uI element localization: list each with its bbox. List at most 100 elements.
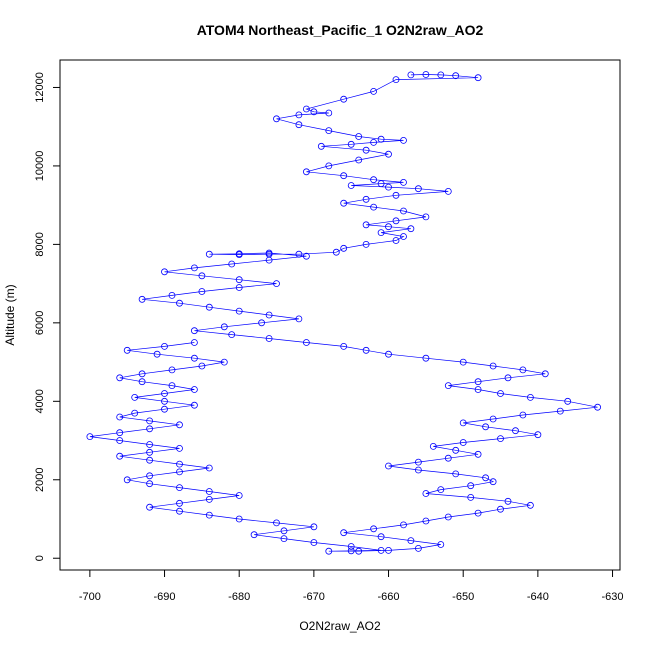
data-series bbox=[86, 71, 601, 555]
data-point bbox=[340, 342, 348, 350]
data-point bbox=[146, 472, 154, 480]
data-point bbox=[482, 474, 490, 482]
data-point bbox=[116, 413, 124, 421]
data-point bbox=[228, 331, 236, 339]
data-point bbox=[370, 138, 378, 146]
y-axis: 0 2000 4000 6000 8000 10000 12000 bbox=[34, 72, 61, 561]
data-point bbox=[220, 358, 228, 366]
data-point bbox=[414, 545, 422, 552]
data-point bbox=[265, 335, 273, 342]
data-point bbox=[467, 493, 475, 501]
data-point bbox=[205, 250, 213, 258]
data-point bbox=[302, 252, 310, 260]
data-point bbox=[146, 448, 154, 456]
data-point bbox=[280, 527, 288, 535]
data-point bbox=[347, 543, 355, 550]
data-point bbox=[131, 393, 139, 401]
data-point bbox=[205, 511, 213, 519]
x-axis: -700 -690 -680 -670 -660 -650 -640 -630 bbox=[79, 569, 624, 603]
data-point bbox=[422, 490, 430, 497]
data-point bbox=[497, 435, 504, 443]
data-point bbox=[161, 390, 168, 397]
data-point bbox=[161, 405, 168, 413]
data-point bbox=[190, 354, 198, 362]
data-point bbox=[176, 468, 183, 476]
data-point bbox=[355, 156, 363, 164]
y-tick-label: 8000 bbox=[34, 232, 46, 256]
data-point bbox=[422, 517, 430, 525]
data-point bbox=[370, 88, 378, 95]
data-point bbox=[489, 362, 497, 370]
data-point bbox=[265, 256, 273, 264]
data-point bbox=[437, 71, 445, 79]
data-point bbox=[146, 456, 154, 464]
data-point bbox=[190, 386, 198, 393]
data-point bbox=[235, 276, 243, 284]
data-point bbox=[497, 505, 504, 513]
data-point bbox=[474, 450, 482, 458]
data-point bbox=[541, 370, 549, 378]
x-tick-label: -690 bbox=[154, 591, 176, 603]
data-point bbox=[385, 223, 392, 231]
data-point bbox=[377, 229, 385, 237]
x-tick-label: -640 bbox=[527, 591, 549, 603]
data-point bbox=[116, 437, 124, 444]
data-point bbox=[512, 427, 519, 435]
data-point bbox=[355, 133, 363, 140]
data-point bbox=[205, 495, 213, 503]
data-point bbox=[340, 95, 348, 103]
data-point bbox=[116, 429, 124, 437]
data-point bbox=[168, 291, 176, 299]
data-point bbox=[527, 393, 534, 401]
data-point bbox=[258, 319, 266, 327]
data-point bbox=[452, 72, 460, 80]
data-point bbox=[362, 146, 370, 154]
data-point bbox=[205, 464, 213, 472]
data-point bbox=[123, 476, 131, 484]
data-point bbox=[198, 272, 206, 280]
data-point bbox=[138, 370, 146, 378]
data-point bbox=[362, 240, 370, 248]
data-point bbox=[400, 136, 407, 144]
x-tick-label: -660 bbox=[378, 591, 400, 603]
data-point bbox=[176, 484, 183, 492]
data-point bbox=[168, 366, 176, 374]
data-point bbox=[302, 339, 310, 346]
data-point bbox=[370, 176, 378, 184]
y-tick-label: 0 bbox=[34, 555, 46, 561]
plot-frame bbox=[59, 59, 621, 571]
data-point bbox=[146, 417, 154, 425]
data-point bbox=[400, 233, 407, 240]
data-point bbox=[444, 513, 452, 521]
data-point bbox=[176, 499, 183, 507]
data-point bbox=[228, 260, 236, 268]
data-point bbox=[325, 127, 333, 135]
data-point bbox=[519, 411, 527, 419]
x-tick-label: -680 bbox=[228, 591, 250, 603]
data-point bbox=[347, 182, 355, 189]
data-point bbox=[519, 366, 527, 374]
data-point bbox=[392, 76, 400, 83]
y-tick-label: 12000 bbox=[34, 72, 46, 103]
data-point bbox=[370, 203, 378, 211]
y-tick-label: 2000 bbox=[34, 468, 46, 492]
data-point bbox=[131, 409, 139, 417]
data-point bbox=[295, 250, 303, 258]
data-point bbox=[474, 74, 482, 82]
data-point bbox=[459, 358, 467, 366]
data-point bbox=[190, 339, 198, 346]
data-point bbox=[370, 525, 378, 533]
data-point bbox=[527, 501, 534, 509]
data-point bbox=[86, 433, 94, 441]
x-tick-label: -630 bbox=[602, 591, 624, 603]
data-point bbox=[235, 307, 243, 315]
data-point bbox=[459, 439, 467, 446]
data-point bbox=[116, 374, 124, 382]
data-point bbox=[198, 362, 206, 370]
data-point bbox=[235, 284, 243, 291]
data-point bbox=[146, 480, 154, 488]
data-point bbox=[467, 482, 475, 490]
data-point bbox=[429, 442, 437, 450]
data-point bbox=[362, 195, 370, 203]
